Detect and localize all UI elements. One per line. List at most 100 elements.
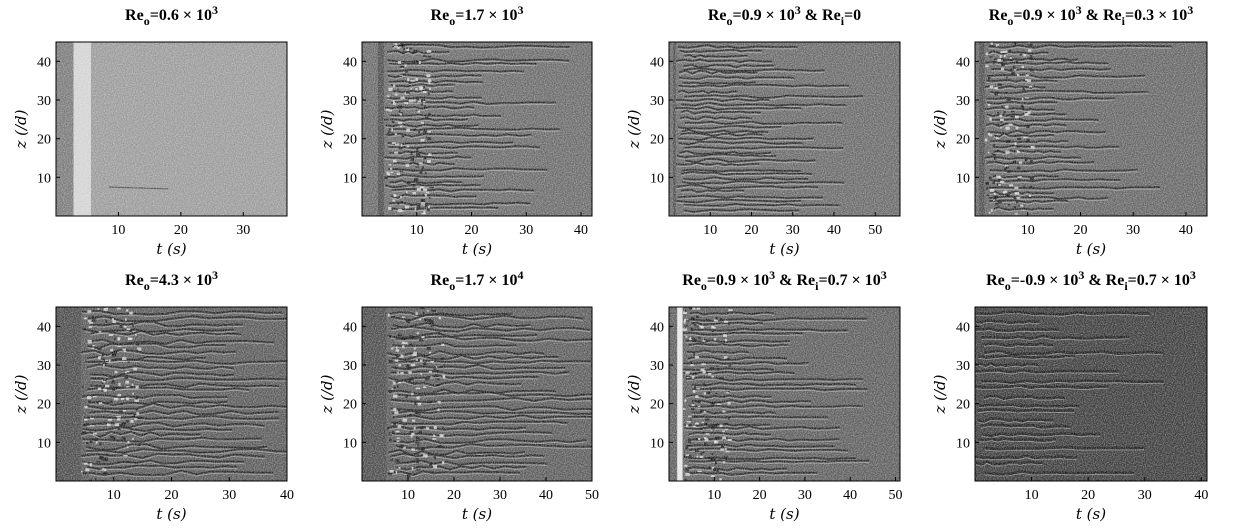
image-area [362,307,592,481]
y-tick-label: 10 [343,171,357,186]
x-tick-label: 10 [107,488,121,503]
y-axis-label: z (/d) [318,109,336,149]
axes-frame [668,306,901,482]
x-axis-label: t (s) [1076,240,1106,258]
x-tick-label: 20 [174,223,188,238]
y-tick-label: 20 [956,133,970,148]
panel-title: Reo=0.9 × 103 & Rei=0 [708,3,861,28]
panel-3: 10 20 30 40 10 20 30 40 50 t (s) z (/d) Reo=0.9 × 1… [625,3,901,258]
y-tick-label: 10 [650,171,664,186]
axes-frame [974,41,1208,217]
x-tick-label: 30 [798,488,812,503]
image-area [669,42,900,216]
panel-2: 10 20 30 40 10 20 30 40 t (s) z (/d) Reo=1.7 × 103 [318,3,593,258]
x-tick-label: 50 [868,223,882,238]
panel-title: Reo=1.7 × 103 [431,3,524,28]
x-tick-label: 40 [1194,488,1208,503]
x-tick-label: 10 [410,223,424,238]
x-axis-label: t (s) [156,240,186,258]
y-axis-label: z (/d) [931,109,949,149]
y-axis-label: z (/d) [931,374,949,414]
x-axis-label: t (s) [1076,505,1106,523]
x-tick-label: 20 [165,488,179,503]
axes-frame [361,41,593,217]
panel-title: Reo=-0.9 × 103 & Rei=0.7 × 103 [986,268,1196,293]
image-area [975,307,1207,481]
y-tick-label: 40 [37,55,51,70]
y-tick-label: 20 [343,133,357,148]
x-tick-label: 10 [1025,488,1039,503]
y-tick-label: 40 [343,320,357,335]
x-tick-label: 10 [401,488,415,503]
x-tick-label: 40 [539,488,553,503]
x-axis-label: t (s) [462,240,492,258]
y-tick-label: 10 [343,436,357,451]
speckle-noise [975,42,1207,216]
panel-title: Reo=0.9 × 103 & Rei=0.3 × 103 [989,3,1193,28]
x-tick-label: 10 [707,488,721,503]
y-tick-label: 40 [956,55,970,70]
x-tick-label: 30 [519,223,533,238]
x-axis-label: t (s) [462,505,492,523]
panel-7: 10 20 30 40 10 20 30 40 50 t (s) z (/d) Reo=0.9 × 1… [625,268,902,523]
y-tick-label: 20 [343,398,357,413]
speckle-noise [56,307,287,481]
speckle-noise [975,307,1207,481]
panel-1: 10 20 30 40 10 20 30 t (s) z (/d) Reo=0.6 × 103 [12,3,288,258]
axes-frame [668,41,901,217]
y-tick-label: 20 [956,398,970,413]
image-area [56,307,287,481]
x-tick-label: 50 [585,488,599,503]
y-tick-label: 40 [37,320,51,335]
panel-6: 10 20 30 40 10 20 30 40 50 t (s) z (/d) Reo=1.7 × 1… [318,268,599,523]
x-tick-label: 30 [222,488,236,503]
image-area [362,42,592,216]
x-tick-label: 20 [465,223,479,238]
x-tick-label: 30 [493,488,507,503]
y-tick-label: 10 [650,436,664,451]
axes-frame [974,306,1208,482]
x-tick-label: 20 [1081,488,1095,503]
y-tick-label: 30 [956,359,970,374]
x-axis-label: t (s) [769,240,799,258]
x-tick-label: 10 [703,223,717,238]
y-tick-label: 30 [343,94,357,109]
y-tick-label: 10 [37,436,51,451]
x-tick-label: 40 [280,488,294,503]
x-axis-label: t (s) [769,505,799,523]
speckle-noise [362,42,592,216]
y-tick-label: 30 [956,94,970,109]
panel-title: Reo=0.9 × 103 & Rei=0.7 × 103 [682,268,886,293]
y-tick-label: 30 [650,359,664,374]
y-tick-label: 10 [956,436,970,451]
speckle-noise [669,307,900,481]
x-tick-label: 30 [786,223,800,238]
y-tick-label: 20 [37,133,51,148]
y-axis-label: z (/d) [318,374,336,414]
y-tick-label: 20 [650,398,664,413]
y-axis-label: z (/d) [625,109,643,149]
x-tick-label: 20 [745,223,759,238]
y-axis-label: z (/d) [625,374,643,414]
image-area [669,307,900,481]
panel-4: 10 20 30 40 10 20 30 40 t (s) z (/d) Reo=0.9 × 103… [931,3,1208,258]
x-tick-label: 20 [447,488,461,503]
image-area [975,42,1207,216]
y-axis-label: z (/d) [12,374,30,414]
panel-5: 10 20 30 40 10 20 30 40 t (s) z (/d) Reo=4.3 × 103 [12,268,294,523]
x-tick-label: 40 [843,488,857,503]
axes-frame [361,306,593,482]
y-tick-label: 30 [37,359,51,374]
y-tick-label: 20 [37,398,51,413]
panel-title: Reo=4.3 × 103 [125,268,218,293]
axes-frame [55,41,288,217]
y-tick-label: 20 [650,133,664,148]
y-tick-label: 40 [650,320,664,335]
x-tick-label: 20 [753,488,767,503]
x-tick-label: 40 [1179,223,1193,238]
x-tick-label: 10 [111,223,125,238]
y-tick-label: 40 [956,320,970,335]
y-tick-label: 30 [650,94,664,109]
x-tick-label: 10 [1021,223,1035,238]
